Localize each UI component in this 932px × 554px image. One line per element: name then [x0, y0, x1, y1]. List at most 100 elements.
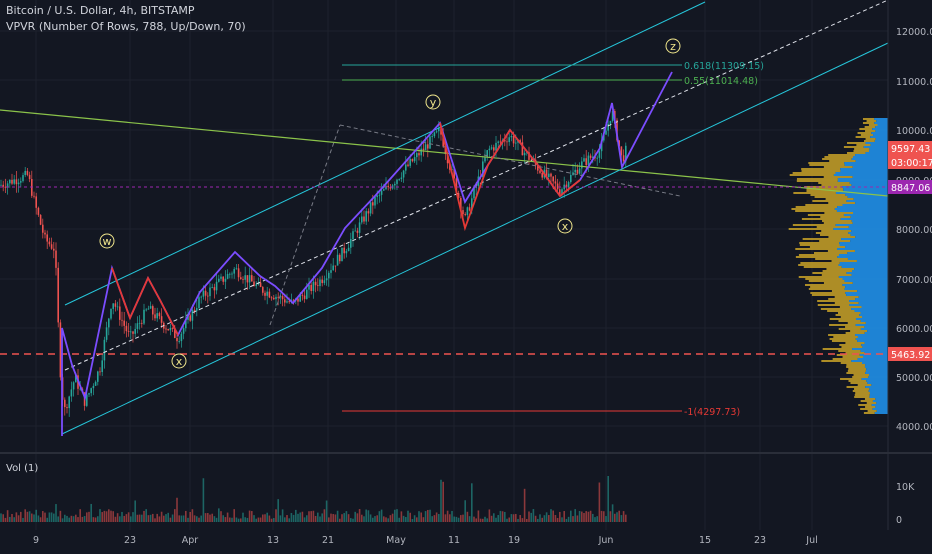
vp-row-up — [862, 356, 888, 358]
volume-bar — [6, 510, 9, 522]
channel-upper[interactable] — [64, 1, 706, 306]
volume-bar — [495, 517, 497, 522]
chart-title[interactable]: Bitcoin / U.S. Dollar, 4h, BITSTAMP — [6, 4, 195, 17]
vp-row-down — [846, 364, 866, 366]
volume-bar — [506, 518, 508, 522]
volume-bar — [314, 515, 317, 522]
vp-row-down — [800, 262, 840, 264]
vp-row-down — [839, 306, 862, 308]
channel-lower[interactable] — [61, 42, 889, 435]
candle-body — [204, 290, 207, 296]
vp-row-down — [823, 222, 853, 224]
volume-bar — [550, 509, 552, 522]
volume-bar — [4, 517, 7, 522]
vp-row-down — [828, 154, 856, 156]
vp-row-down — [827, 250, 855, 252]
volume-bar — [57, 516, 59, 522]
volume-bar — [303, 517, 306, 522]
volume-bar — [563, 511, 565, 522]
vp-row-down — [853, 150, 870, 152]
volume-bar — [279, 515, 282, 522]
candle-body — [145, 309, 147, 311]
volume-bar — [537, 518, 539, 522]
candle-body — [506, 141, 508, 143]
candle-body — [143, 309, 145, 324]
candle-body — [154, 314, 156, 319]
volume-bar — [68, 517, 70, 522]
fib-label-55: 0.55(11014.48) — [684, 76, 758, 87]
candle-body — [141, 322, 143, 324]
wave-red-1[interactable] — [439, 122, 581, 232]
vp-row-up — [833, 228, 888, 230]
volume-bar — [213, 516, 216, 522]
drawings[interactable] — [0, 0, 889, 436]
vp-row-down — [836, 354, 860, 356]
vp-row-down — [831, 260, 857, 262]
candle-body — [134, 328, 136, 334]
candle-body — [499, 141, 502, 143]
vp-row-down — [854, 396, 870, 398]
candle-body — [110, 308, 112, 319]
badge-countdown: 03:00:17 — [891, 158, 932, 169]
candle-body — [559, 189, 561, 195]
vp-row-up — [876, 410, 888, 412]
volume-bar — [352, 518, 354, 522]
vp-row-down — [865, 130, 876, 132]
vp-row-up — [859, 354, 888, 356]
volume-bar — [508, 517, 510, 522]
candle-body — [319, 279, 321, 287]
vp-row-up — [862, 316, 888, 318]
volume-bar — [325, 500, 328, 522]
volume-bar — [405, 517, 407, 522]
vp-row-up — [863, 146, 888, 148]
vp-row-up — [849, 300, 888, 302]
indicator-label[interactable]: VPVR (Number Of Rows, 788, Up/Down, 70) — [6, 20, 246, 33]
vp-row-down — [840, 316, 863, 318]
candle-body — [59, 322, 62, 378]
volume-bar — [61, 518, 64, 522]
candle-body — [444, 146, 447, 154]
candle-body — [387, 185, 389, 188]
time-axis[interactable]: 9 23 Apr 13 21 May 11 19 Jun 15 23 Jul — [33, 535, 818, 546]
vp-row-up — [848, 232, 888, 234]
price-axis[interactable]: 12000.00 11000.00 10000.00 9000.00 8000.… — [896, 27, 932, 433]
candle-body — [376, 195, 378, 198]
volume-bar — [479, 518, 482, 522]
volume-bar — [369, 514, 372, 522]
candle-body — [312, 281, 315, 292]
volume-bar — [402, 515, 405, 522]
volume-bar — [26, 511, 29, 522]
volume-bar — [429, 509, 431, 522]
candle-body — [264, 292, 266, 296]
candle-body — [420, 148, 422, 156]
volume-label[interactable]: Vol (1) — [6, 463, 39, 474]
volume-bar — [600, 510, 603, 522]
vp-row-up — [853, 156, 888, 158]
volume-bar — [158, 516, 161, 522]
vp-row-down — [850, 382, 868, 384]
vp-row-down — [808, 280, 845, 282]
vp-row-up — [850, 240, 888, 242]
candle-body — [198, 297, 200, 309]
candle-body — [90, 388, 92, 394]
wave-path-red[interactable] — [111, 267, 179, 336]
trendline-green[interactable] — [0, 109, 889, 197]
candle-body — [20, 181, 22, 183]
volume-bar — [288, 518, 290, 522]
vp-row-down — [822, 158, 852, 160]
candle-body — [13, 179, 15, 184]
vp-row-down — [866, 120, 877, 122]
vp-row-down — [829, 338, 856, 340]
candle-body — [490, 147, 493, 149]
volume-bar — [132, 512, 134, 522]
volume-bar — [413, 515, 416, 522]
volume-bar — [486, 518, 488, 522]
volume-bar — [77, 517, 79, 522]
volume-bar — [24, 509, 26, 522]
vp-row-up — [875, 406, 888, 408]
vp-row-up — [855, 202, 888, 204]
candle-body — [235, 268, 238, 270]
wave-path-purple[interactable] — [61, 71, 673, 436]
